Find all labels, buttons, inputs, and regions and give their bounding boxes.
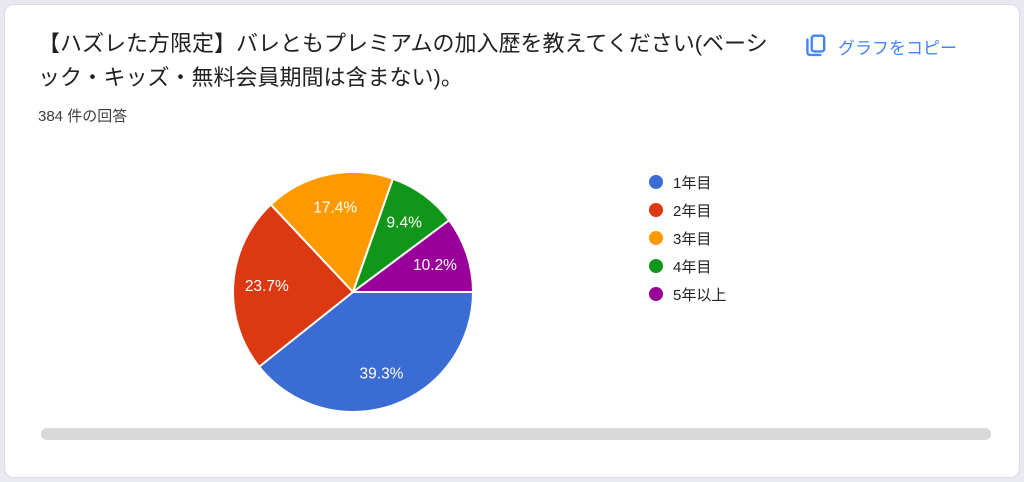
legend-item: 2年目 — [649, 196, 726, 224]
legend-item: 4年目 — [649, 252, 726, 280]
pie-slice-2[interactable] — [231, 203, 354, 368]
legend-item: 1年目 — [649, 168, 726, 196]
legend-dot-icon — [649, 175, 663, 189]
legend-dot-icon — [649, 231, 663, 245]
legend-label: 2年目 — [673, 202, 712, 220]
legend-dot-icon — [649, 203, 663, 217]
pie-slice-label: 10.2% — [413, 257, 457, 274]
pie-slice-label: 17.4% — [313, 200, 357, 217]
horizontal-scrollbar-thumb[interactable] — [41, 428, 991, 440]
question-title: 【ハズレた方限定】バレともプレミアムの加入歴を教えてください(ベーシック・キッズ… — [38, 31, 768, 90]
pie-slice-3[interactable] — [269, 171, 394, 293]
legend-item: 5年以上 — [649, 280, 726, 308]
legend-label: 4年目 — [673, 258, 712, 276]
pie-slice-label: 39.3% — [360, 366, 404, 383]
copy-chart-button[interactable]: グラフをコピー — [802, 33, 957, 59]
legend-label: 1年目 — [673, 174, 712, 192]
pie-slice-1[interactable] — [258, 291, 474, 413]
chart-legend: 1年目 2年目 3年目 4年目 5年以上 — [649, 168, 726, 308]
legend-item: 3年目 — [649, 224, 726, 252]
pie-slice-label: 9.4% — [387, 214, 423, 231]
copy-icon — [802, 33, 828, 59]
legend-label: 5年以上 — [673, 286, 727, 304]
response-count: 384 件の回答 — [38, 108, 128, 125]
legend-dot-icon — [649, 259, 663, 273]
pie-chart: 39.3% 23.7% 17.4% 9.4% 10.2% — [231, 171, 474, 413]
pie-slice-5[interactable] — [352, 219, 474, 293]
copy-button-label: グラフをコピー — [838, 38, 957, 58]
form-response-card: 【ハズレた方限定】バレともプレミアムの加入歴を教えてください(ベーシック・キッズ… — [4, 4, 1020, 478]
pie-slice-label: 23.7% — [245, 278, 289, 295]
legend-dot-icon — [649, 287, 663, 301]
legend-label: 3年目 — [673, 230, 712, 248]
